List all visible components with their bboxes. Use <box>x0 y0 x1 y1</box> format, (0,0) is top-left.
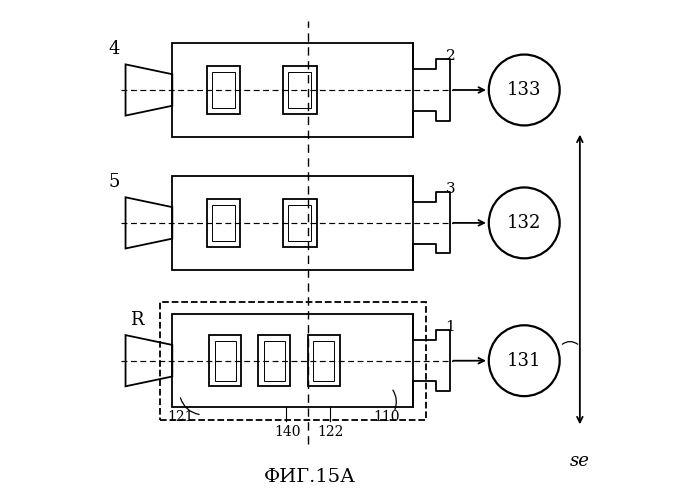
Bar <box>283 199 317 247</box>
Text: se: se <box>570 452 590 470</box>
Bar <box>207 66 240 114</box>
Text: 4: 4 <box>108 40 120 58</box>
Bar <box>308 335 340 386</box>
Bar <box>289 204 311 241</box>
Bar <box>160 301 426 420</box>
Bar <box>172 314 414 407</box>
Text: 1: 1 <box>445 320 455 334</box>
Bar <box>207 199 240 247</box>
Bar <box>212 72 235 108</box>
Text: 132: 132 <box>507 214 542 232</box>
Text: 122: 122 <box>317 425 344 439</box>
Text: ФИГ.15А: ФИГ.15А <box>264 468 356 486</box>
Text: 2: 2 <box>445 49 455 63</box>
Bar <box>283 66 317 114</box>
Bar <box>215 341 236 381</box>
Bar <box>313 341 334 381</box>
Text: R: R <box>131 311 144 329</box>
Text: 3: 3 <box>445 182 455 196</box>
Bar <box>172 176 414 270</box>
Text: 5: 5 <box>108 173 120 191</box>
Text: 131: 131 <box>507 352 542 370</box>
Text: 110: 110 <box>373 410 400 424</box>
Bar <box>209 335 241 386</box>
Bar <box>212 204 235 241</box>
Bar <box>172 43 414 137</box>
Text: 121: 121 <box>167 410 194 424</box>
Text: 133: 133 <box>507 81 542 99</box>
Bar <box>289 72 311 108</box>
Bar <box>264 341 285 381</box>
Text: 140: 140 <box>275 425 301 439</box>
Bar <box>259 335 290 386</box>
